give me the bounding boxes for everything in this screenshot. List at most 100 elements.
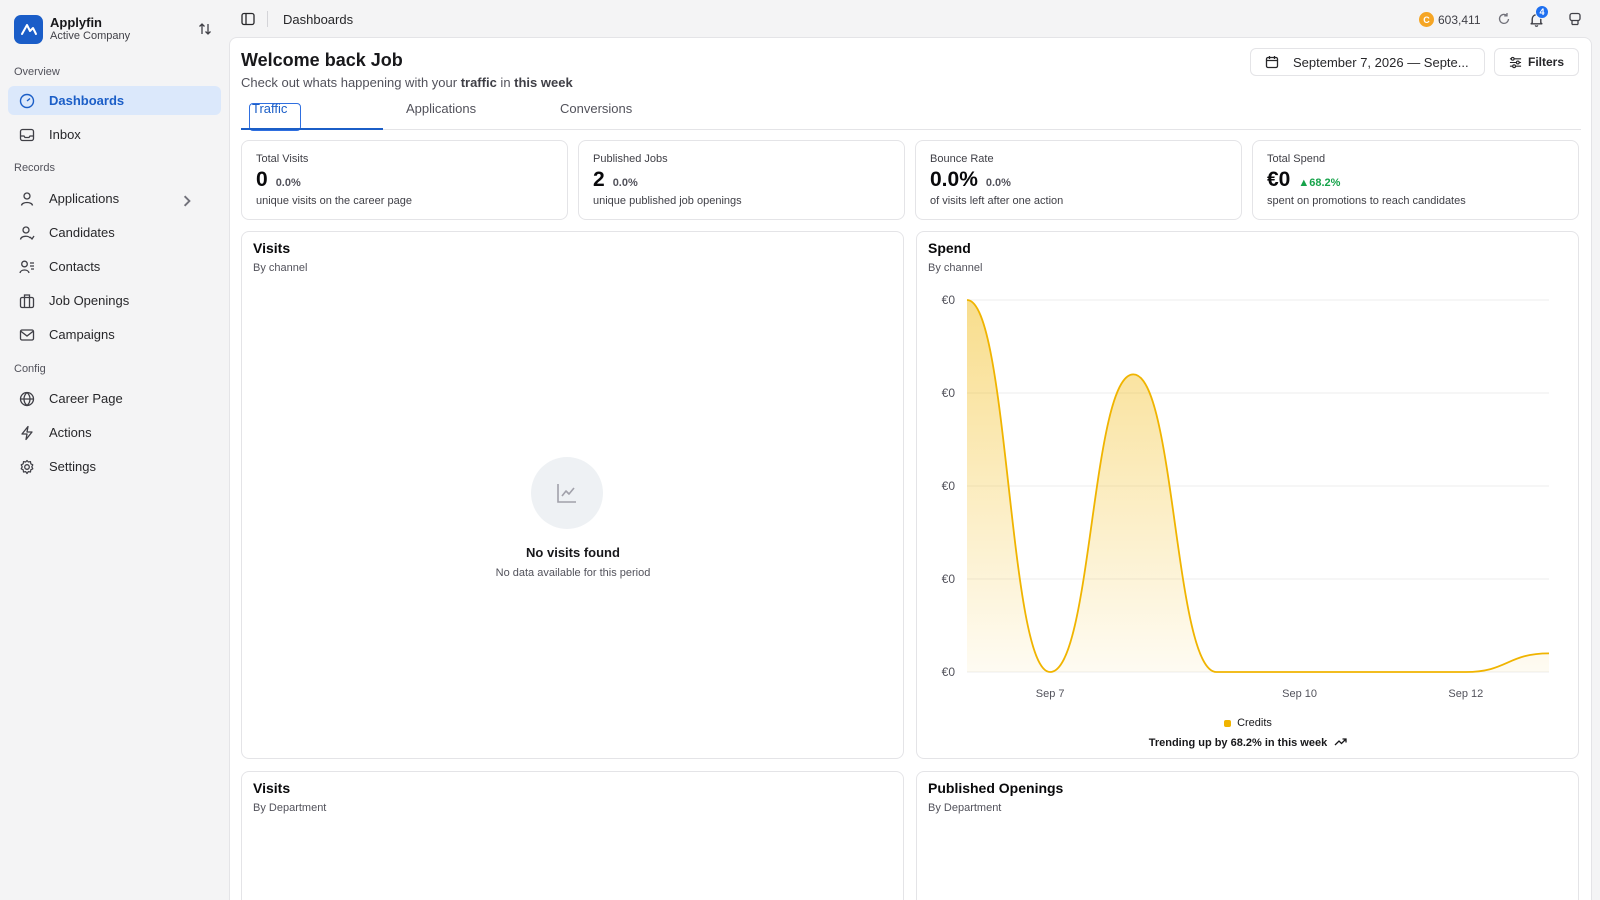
stat-delta: ▲68.2%: [1298, 177, 1341, 189]
date-range-picker[interactable]: September 7, 2026 — Septe...: [1250, 48, 1485, 76]
sidebar-item-label: Settings: [49, 459, 96, 474]
y-tick-label: €0: [942, 572, 956, 586]
sidebar-item-label: Applications: [49, 191, 120, 206]
sidebar-item-label: Dashboards: [49, 93, 125, 108]
x-tick-label: Sep 7: [1036, 688, 1065, 700]
sidebar-toggle-icon[interactable]: [241, 12, 255, 26]
sidebar-item-dashboards[interactable]: Dashboards: [8, 86, 221, 115]
stat-delta: 0.0%: [275, 177, 301, 189]
stat-label: Published Jobs: [593, 153, 668, 165]
trending-up-icon: [1334, 738, 1347, 746]
credits-balance[interactable]: C 603,411: [1419, 12, 1481, 27]
y-tick-label: €0: [942, 293, 956, 307]
legend-swatch: [1224, 719, 1232, 727]
main-content: Welcome back Job Check out whats happeni…: [229, 37, 1592, 900]
inbox-icon: [19, 128, 35, 141]
divider: [267, 11, 268, 27]
line-chart-icon: [557, 484, 576, 503]
sidebar-item-candidates[interactable]: Candidates: [8, 218, 221, 247]
gauge-icon: [19, 93, 35, 108]
visits-department-card: Visits By Department: [241, 771, 904, 900]
coin-icon: C: [1419, 12, 1434, 27]
tab-traffic[interactable]: Traffic: [252, 101, 288, 116]
y-tick-label: €0: [942, 479, 956, 493]
trend-text: Trending up by 68.2% in this week: [1148, 737, 1328, 749]
bolt-icon: [21, 425, 33, 440]
trend-summary: Trending up by 68.2% in this week: [917, 737, 1579, 749]
tab-focus-ring: [249, 103, 301, 131]
sidebar: Applyfin Active Company Overview Dashboa…: [0, 0, 229, 900]
user-icon: [20, 191, 34, 206]
filters-button[interactable]: Filters: [1494, 48, 1579, 76]
y-tick-label: €0: [942, 665, 956, 679]
contacts-icon: [19, 260, 34, 273]
card-subtitle: By channel: [253, 262, 308, 274]
stat-label: Total Visits: [256, 153, 309, 165]
tab-conversions[interactable]: Conversions: [560, 101, 633, 116]
stat-description: spent on promotions to reach candidates: [1267, 195, 1466, 207]
stat-description: unique published job openings: [593, 195, 742, 207]
tab-applications[interactable]: Applications: [406, 101, 477, 116]
chevron-right-icon: [183, 195, 191, 207]
credits-value: 603,411: [1438, 12, 1481, 27]
applyfin-logo: [14, 14, 43, 44]
sidebar-item-label: Inbox: [49, 127, 81, 142]
card-title: Published Openings: [928, 780, 1064, 796]
refresh-icon[interactable]: [1497, 12, 1511, 26]
gear-icon: [20, 459, 34, 474]
stat-delta: 0.0%: [612, 177, 638, 189]
company-name: Active Company: [50, 29, 131, 42]
card-title: Visits: [253, 780, 291, 796]
switch-arrows-icon[interactable]: [198, 22, 212, 36]
stat-card-total-visits: Total Visits 0 0.0% unique visits on the …: [241, 140, 568, 220]
card-title: Visits: [253, 240, 291, 256]
sidebar-item-campaigns[interactable]: Campaigns: [8, 320, 221, 349]
series-area-credits: [967, 300, 1549, 672]
globe-icon: [19, 391, 35, 406]
card-title: Spend: [928, 240, 971, 256]
card-subtitle: By Department: [928, 802, 1002, 814]
sidebar-item-label: Actions: [49, 425, 92, 440]
calendar-icon: [1265, 56, 1279, 69]
dashboard-tabs: Traffic Applications Conversions: [241, 93, 1581, 131]
legend-label: Credits: [1237, 717, 1272, 729]
empty-state-badge: [531, 457, 603, 529]
stat-delta: 0.0%: [985, 177, 1011, 189]
date-range-label: September 7, 2026 — Septe...: [1293, 54, 1469, 70]
sidebar-item-career-page[interactable]: Career Page: [8, 384, 221, 413]
briefcase-icon: [19, 293, 35, 308]
x-tick-label: Sep 10: [1282, 688, 1317, 700]
section-records: Records: [14, 162, 55, 174]
chart-legend: Credits: [917, 717, 1579, 729]
x-tick-label: Sep 12: [1448, 688, 1483, 700]
sidebar-item-job-openings[interactable]: Job Openings: [8, 286, 221, 315]
filters-label: Filters: [1527, 55, 1564, 69]
help-agent-icon[interactable]: [1568, 12, 1582, 26]
sidebar-item-actions[interactable]: Actions: [8, 418, 221, 447]
published-openings-card: Published Openings By Department: [916, 771, 1579, 900]
sidebar-item-label: Job Openings: [49, 293, 130, 308]
subtitle-text-in: in: [496, 75, 515, 90]
user-round-icon: [19, 225, 35, 240]
mail-icon: [19, 328, 35, 341]
top-bar: Dashboards C 603,411 4: [229, 0, 1600, 37]
workspace-switcher[interactable]: Applyfin Active Company: [14, 14, 218, 44]
stat-value: €0: [1267, 168, 1291, 191]
sidebar-item-label: Contacts: [49, 259, 101, 274]
sliders-icon: [1509, 56, 1522, 68]
sidebar-item-applications[interactable]: Applications: [8, 184, 221, 213]
y-tick-label: €0: [942, 386, 956, 400]
sidebar-item-inbox[interactable]: Inbox: [8, 120, 221, 149]
sidebar-item-contacts[interactable]: Contacts: [8, 252, 221, 281]
subtitle-text: Check out whats happening with your: [241, 75, 461, 90]
stat-label: Total Spend: [1267, 153, 1326, 165]
spend-channel-card: Spend By channel €0 €0 €0 €0 €0 Sep 7 Sep 10 Se…: [916, 231, 1579, 759]
active-tab-indicator: [241, 128, 383, 130]
stat-description: of visits left after one action: [930, 195, 1064, 207]
visits-channel-card: Visits By channel No visits found No dat…: [241, 231, 904, 759]
sidebar-item-settings[interactable]: Settings: [8, 452, 221, 481]
subtitle-traffic: traffic: [460, 75, 497, 90]
series-line-credits: [966, 299, 1550, 673]
spend-area-chart: €0 €0 €0 €0 €0 Sep 7 Sep 10 Sep 12: [942, 293, 1550, 700]
page-title: Welcome back Job: [241, 50, 403, 70]
